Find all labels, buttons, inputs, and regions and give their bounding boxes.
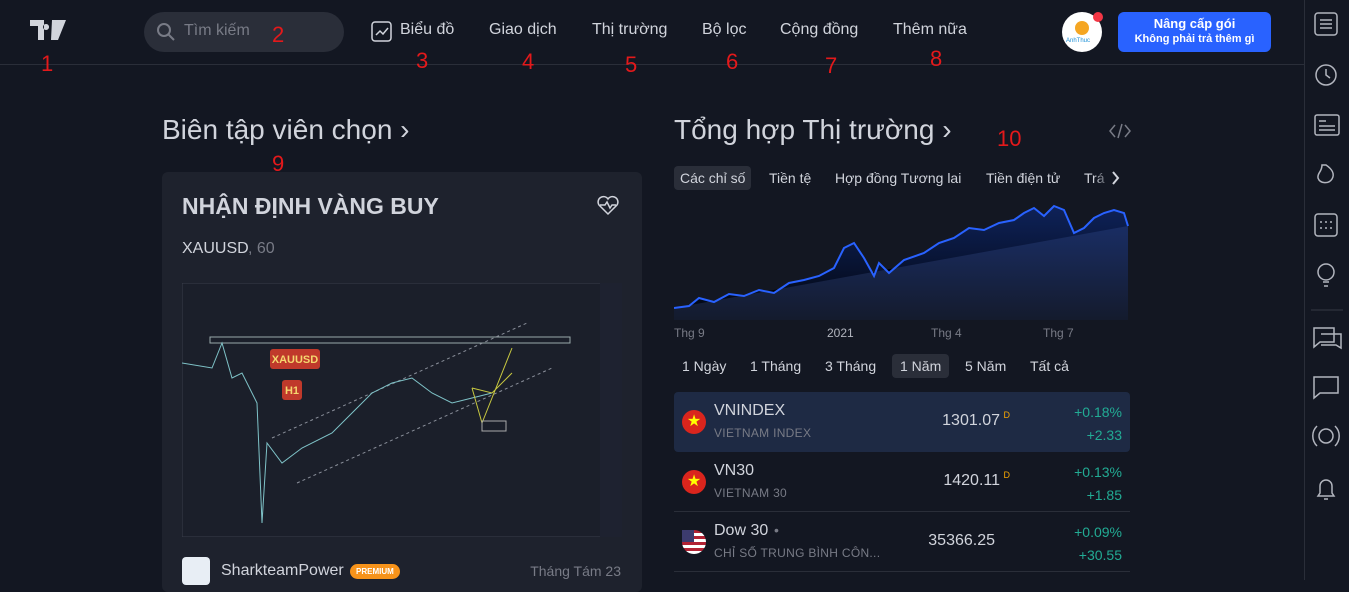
annotation: 2 [272,22,285,47]
logo[interactable] [30,20,68,42]
symbol: VN30 [714,462,755,479]
symbol-name: CHỈ SỐ TRUNG BÌNH CÔN... [714,546,881,560]
change: +1.85 [1086,487,1122,503]
idea-title: NHẬN ĐỊNH VÀNG BUY [182,193,439,219]
idea-date: Tháng Tám 23 [530,563,621,579]
flag [682,530,706,554]
nav-item[interactable]: Bộ lọc [702,21,747,38]
upgrade-subtitle: Không phải trả thêm gì [1134,33,1255,45]
change-percent: +0.13% [1074,464,1122,480]
symbol: Dow 30 [714,522,769,539]
section-heading[interactable]: Tổng hợp Thị trường › [674,114,952,145]
premium-badge: PREMIUM [350,564,400,579]
annotation: 5 [625,52,638,77]
symbol-row[interactable]: ★ VNINDEX VIETNAM INDEX 1301.07 D +0.18%… [674,392,1130,452]
divider [0,64,1304,65]
symbol-name: VIETNAM 30 [714,486,788,500]
range-button[interactable]: 3 Tháng [825,358,877,374]
embed-icon[interactable] [1108,122,1132,140]
idea-card[interactable]: NHẬN ĐỊNH VÀNG BUY XAUUSD , 60 XAUUSD H1… [162,172,642,592]
snapshot-label: XAUUSD [272,354,319,366]
nav-item[interactable]: Biểu đồ [400,21,455,38]
annotation: 6 [726,49,739,74]
sidebar-icons[interactable] [1305,0,1349,580]
flag: ★ [682,470,706,494]
change: +2.33 [1086,427,1122,443]
tab[interactable]: Tiền điện tử [986,170,1061,186]
idea-interval: , 60 [248,240,275,257]
search-box[interactable]: Tìm kiếm [144,12,344,52]
price: 35366.25 [928,532,995,549]
tab[interactable]: Tiền tệ [769,170,812,186]
upgrade-button[interactable]: Nâng cấp gói Không phải trả thêm gì [1118,12,1271,52]
time-axis-label: Thg 9 [674,326,705,340]
snapshot-label: H1 [285,385,299,397]
change-percent: +0.09% [1074,524,1122,540]
flag: ★ [682,410,706,434]
status-dot: • [774,522,779,538]
author-name[interactable]: SharkteamPower [221,562,344,579]
idea-symbol[interactable]: XAUUSD [182,240,249,257]
range-button[interactable]: 1 Năm [892,354,950,378]
time-axis-label: Thg 7 [1043,326,1074,340]
time-axis-label: Thg 4 [931,326,962,340]
delay-flag: D [1003,470,1011,480]
annotation: 1 [41,51,54,76]
price: 1301.07 [942,412,1000,429]
annotation: 10 [997,126,1022,151]
tab-scroll[interactable] [1094,162,1130,194]
section-heading[interactable]: Biên tập viên chọn › [162,114,410,145]
range-button[interactable]: Tất cả [1030,358,1069,374]
nav-item[interactable]: Thêm nữa [893,21,967,38]
symbol-name: VIETNAM INDEX [714,426,812,440]
tab-bar: Các chỉ số Tiền tệ Hợp đồng Tương lai Ti… [674,162,1130,194]
range-button[interactable]: 5 Năm [965,358,1007,374]
change-percent: +0.18% [1074,404,1122,420]
annotation: 8 [930,46,943,71]
price: 1420.11 [943,472,1000,489]
search-placeholder: Tìm kiếm [184,22,250,39]
tab[interactable]: Các chỉ số [674,166,752,190]
annotation: 7 [825,53,838,78]
symbol-row[interactable]: Dow 30 • CHỈ SỐ TRUNG BÌNH CÔN... 35366.… [674,512,1130,572]
idea-snapshot[interactable]: XAUUSD H1 [182,283,622,537]
boost-icon[interactable] [596,194,620,216]
avatar[interactable]: AnhThuc [1062,12,1102,52]
sidebar-border [1304,0,1305,580]
tab[interactable]: Hợp đồng Tương lai [835,170,962,186]
time-axis-label: 2021 [827,326,854,340]
range-button[interactable]: 1 Tháng [750,358,802,374]
symbol: VNINDEX [714,402,786,419]
range-button[interactable]: 1 Ngày [682,358,727,374]
nav-item[interactable]: Thị trường [592,21,668,38]
annotation: 4 [522,49,535,74]
nav-item[interactable]: Giao dịch [489,21,557,38]
search-icon [157,23,175,41]
symbol-row[interactable]: ★ VN30 VIETNAM 30 1420.11 D +0.13% +1.85 [674,452,1130,512]
chart-icon [371,21,392,42]
annotation: 3 [416,48,429,73]
author-avatar[interactable] [182,557,210,585]
avatar-logo [1075,21,1089,35]
delay-flag: D [1003,410,1011,420]
change: +30.55 [1078,547,1122,563]
avatar-label: AnhThuc [1066,38,1091,44]
nav-item[interactable]: Cộng đồng [780,21,859,38]
notification-dot [1093,12,1103,22]
upgrade-title: Nâng cấp gói [1153,16,1236,31]
index-sparkline [674,205,1129,320]
annotation: 9 [272,151,285,176]
